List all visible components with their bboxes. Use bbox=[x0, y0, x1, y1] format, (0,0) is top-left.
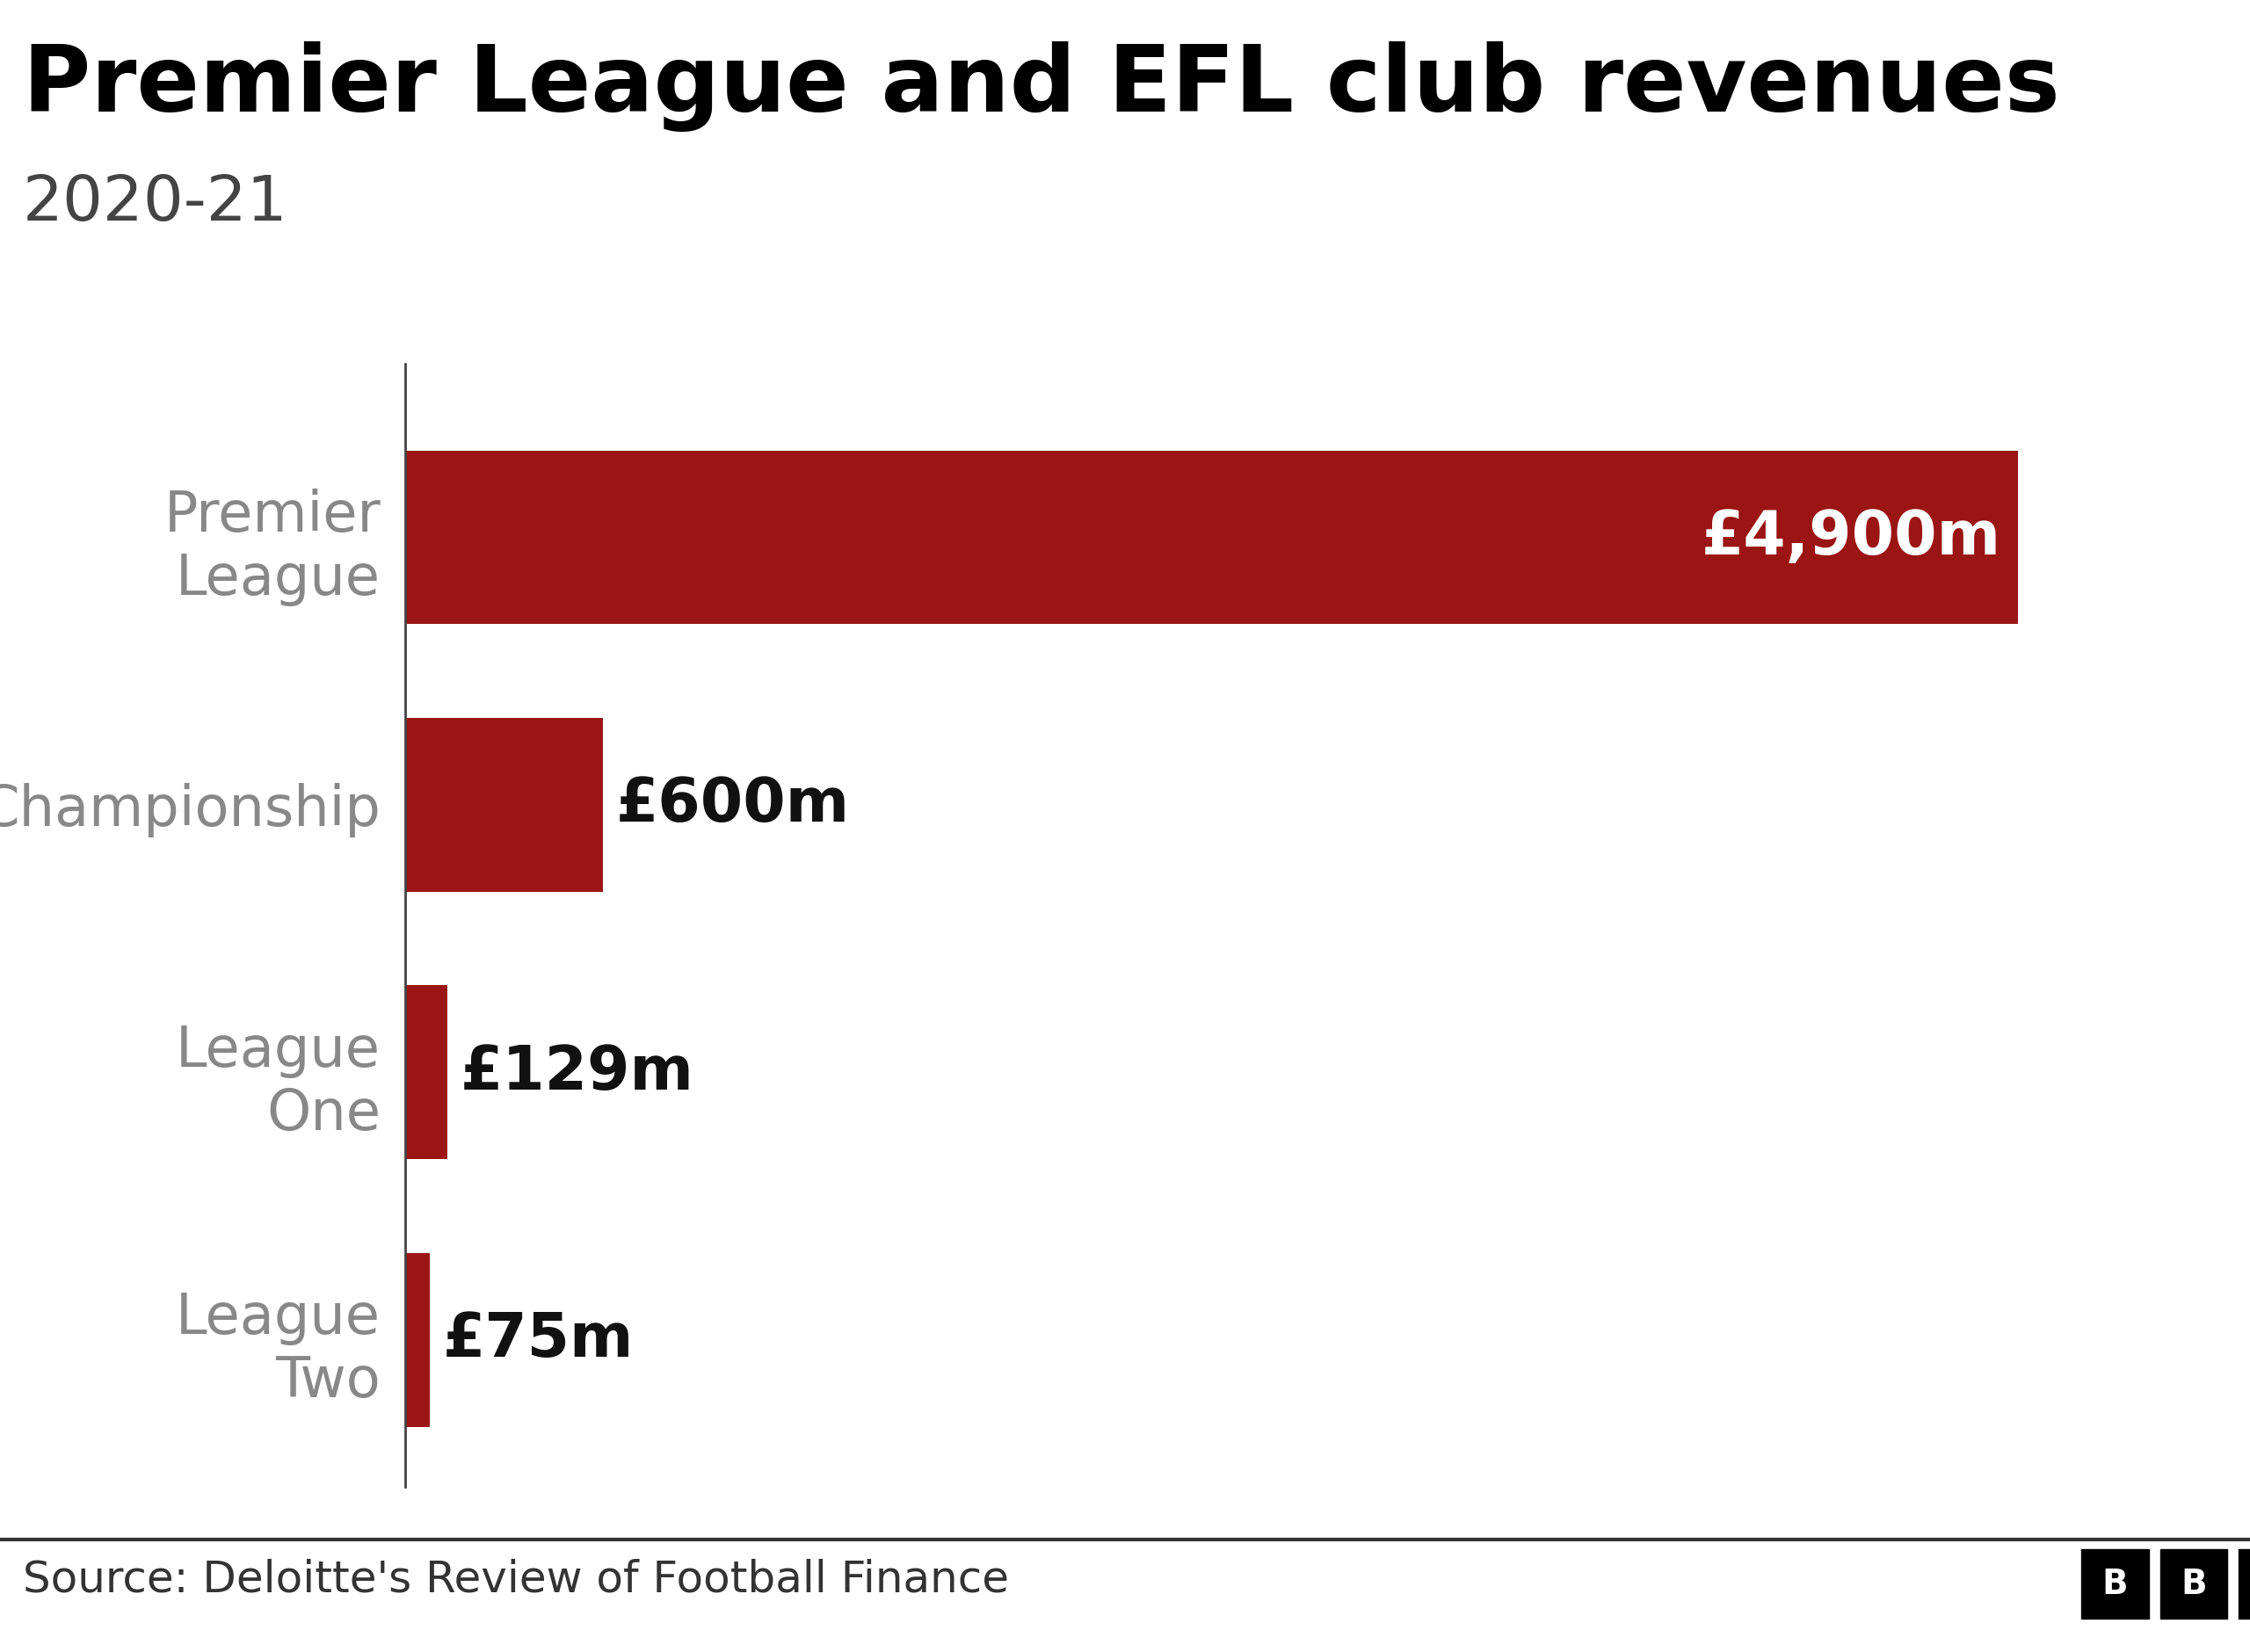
Text: 2020-21: 2020-21 bbox=[22, 173, 288, 235]
Text: £4,900m: £4,900m bbox=[1701, 507, 2002, 567]
Text: £600m: £600m bbox=[616, 775, 850, 834]
Text: £75m: £75m bbox=[443, 1310, 634, 1370]
Bar bbox=[405, 985, 448, 1160]
Text: Premier League and EFL club revenues: Premier League and EFL club revenues bbox=[22, 41, 2059, 132]
Bar bbox=[405, 719, 603, 892]
Text: B: B bbox=[2180, 1568, 2207, 1601]
Bar bbox=[405, 451, 2018, 624]
Bar bbox=[405, 1252, 430, 1427]
Text: Source: Deloitte's Review of Football Finance: Source: Deloitte's Review of Football Fi… bbox=[22, 1558, 1008, 1601]
Text: B: B bbox=[2102, 1568, 2128, 1601]
Text: £129m: £129m bbox=[461, 1042, 695, 1102]
